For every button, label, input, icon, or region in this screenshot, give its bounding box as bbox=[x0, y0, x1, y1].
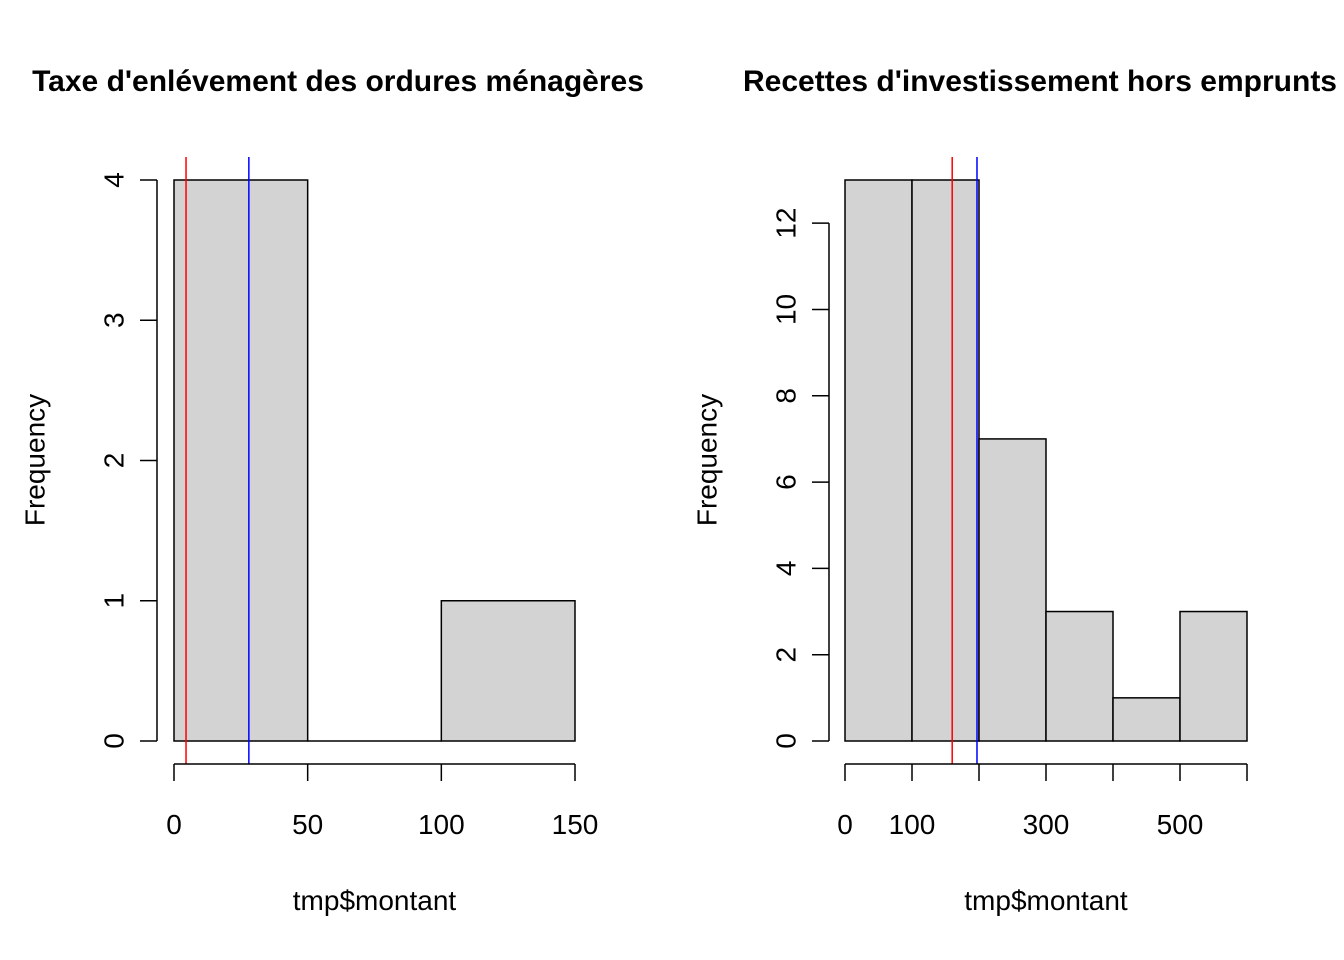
histogram-bar bbox=[440, 600, 576, 742]
y-axis-label: Frequency bbox=[692, 394, 723, 526]
y-tick-label: 10 bbox=[771, 294, 802, 325]
x-tick-label: 50 bbox=[292, 809, 323, 840]
y-tick-label: 4 bbox=[99, 172, 130, 188]
x-tick-label: 500 bbox=[1157, 809, 1204, 840]
y-tick-label: 2 bbox=[771, 647, 802, 663]
histogram-bar bbox=[844, 179, 913, 742]
y-tick-label: 4 bbox=[771, 561, 802, 577]
histogram-bar bbox=[1179, 610, 1248, 742]
histogram-panel-2: 0 2 4 6 8 10 12 0 100 300 500 tmp$montant Frequency R… bbox=[692, 65, 1338, 916]
x-tick-label: 150 bbox=[552, 809, 599, 840]
y-tick-label: 0 bbox=[771, 733, 802, 749]
y-tick-label: 0 bbox=[99, 733, 130, 749]
y-tick-label: 2 bbox=[99, 453, 130, 469]
y-tick-label: 12 bbox=[771, 208, 802, 239]
y-tick-label: 3 bbox=[99, 312, 130, 328]
x-tick-label: 0 bbox=[166, 809, 182, 840]
chart-title: Recettes d'investissement hors emprunts bbox=[743, 65, 1337, 98]
y-axis-label: Frequency bbox=[20, 394, 51, 526]
histogram-bar bbox=[173, 179, 309, 742]
histogram-panel-1: 0 1 2 3 4 0 50 100 150 tmp$montant Frequency Taxe d… bbox=[20, 65, 644, 916]
y-tick-label: 6 bbox=[771, 474, 802, 490]
x-tick-label: 100 bbox=[418, 809, 465, 840]
x-tick-label: 0 bbox=[837, 809, 853, 840]
x-axis-label: tmp$montant bbox=[293, 885, 457, 916]
x-tick-label: 300 bbox=[1023, 809, 1070, 840]
x-axis-label: tmp$montant bbox=[964, 885, 1128, 916]
histogram-bar bbox=[978, 438, 1047, 742]
histogram-bar bbox=[911, 179, 980, 742]
histogram-bar bbox=[1112, 697, 1181, 742]
histogram-bar bbox=[1045, 610, 1114, 742]
y-tick-label: 8 bbox=[771, 388, 802, 404]
x-tick-label: 100 bbox=[889, 809, 936, 840]
chart-title: Taxe d'enlévement des ordures ménagères bbox=[32, 65, 644, 98]
y-tick-label: 1 bbox=[99, 593, 130, 609]
